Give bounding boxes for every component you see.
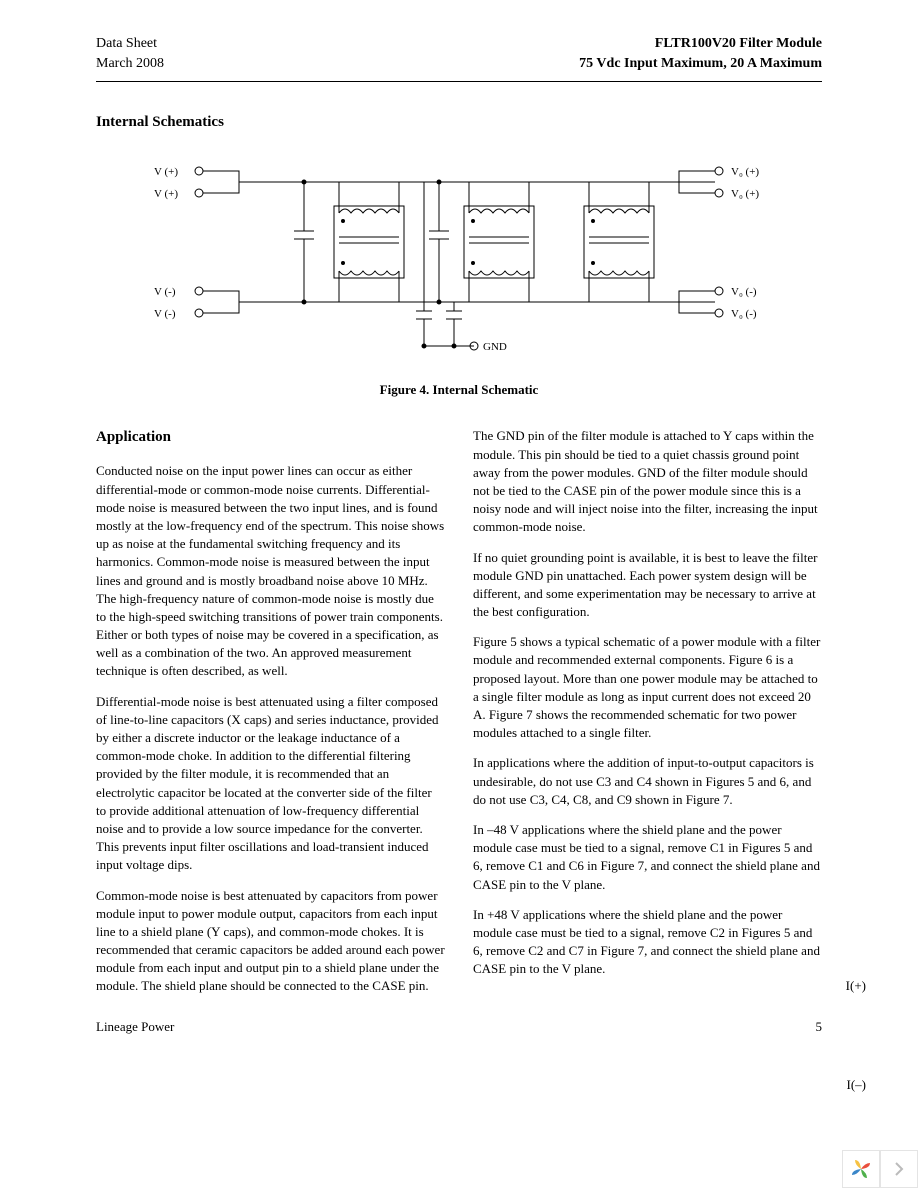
svg-text:GND: GND [483, 341, 507, 353]
svg-text:V (+): V (+) [154, 188, 178, 200]
svg-text:V (-): V (-) [154, 308, 176, 320]
header-rule [96, 81, 822, 82]
application-heading: Application [96, 427, 445, 448]
svg-text:V₀ (+): V₀ (+) [731, 166, 759, 178]
header-doc-type: Data Sheet [96, 34, 164, 54]
schematic-figure: V (+) V (+) V (-) V (-) V₀ (+) V₀ (+) V₀… [96, 151, 822, 371]
right-para-2: If no quiet grounding point is available… [473, 549, 822, 622]
svg-text:V (-): V (-) [154, 286, 176, 298]
page-header: Data Sheet March 2008 FLTR100V20 Filter … [96, 34, 822, 79]
header-spec: 75 Vdc Input Maximum, 20 A Maximum [579, 54, 822, 74]
figure-caption: Figure 4. Internal Schematic [96, 381, 822, 399]
left-para-2: Differential-mode noise is best attenuat… [96, 693, 445, 875]
margin-note-plus: I(+) [846, 977, 866, 995]
footer-page-number: 5 [816, 1018, 823, 1036]
right-para-5: In –48 V applications where the shield p… [473, 821, 822, 894]
footer-company: Lineage Power [96, 1018, 174, 1036]
widget-logo-icon[interactable] [842, 1150, 880, 1188]
right-column: The GND pin of the filter module is atta… [473, 427, 822, 1007]
two-column-body: Application Conducted noise on the input… [96, 427, 822, 1007]
margin-note-minus: I(–) [847, 1076, 867, 1094]
page-footer: Lineage Power 5 [96, 1018, 822, 1036]
schematics-heading: Internal Schematics [96, 112, 822, 133]
right-para-6: In +48 V applications where the shield p… [473, 906, 822, 979]
header-right: FLTR100V20 Filter Module 75 Vdc Input Ma… [579, 34, 822, 73]
right-para-3: Figure 5 shows a typical schematic of a … [473, 633, 822, 742]
header-left: Data Sheet March 2008 [96, 34, 164, 73]
viewer-widget [842, 1150, 918, 1188]
widget-next-arrow-icon[interactable] [880, 1150, 918, 1188]
right-para-4: In applications where the addition of in… [473, 754, 822, 809]
right-para-1: The GND pin of the filter module is atta… [473, 427, 822, 536]
schematic-svg: V (+) V (+) V (-) V (-) V₀ (+) V₀ (+) V₀… [139, 151, 779, 371]
svg-text:V₀ (-): V₀ (-) [731, 286, 757, 298]
svg-text:V₀ (-): V₀ (-) [731, 308, 757, 320]
page-root: Data Sheet March 2008 FLTR100V20 Filter … [0, 0, 918, 1066]
header-product: FLTR100V20 Filter Module [579, 34, 822, 54]
left-para-1: Conducted noise on the input power lines… [96, 462, 445, 680]
left-para-3: Common-mode noise is best attenuated by … [96, 887, 445, 996]
header-date: March 2008 [96, 54, 164, 74]
left-column: Application Conducted noise on the input… [96, 427, 445, 1007]
svg-text:V₀ (+): V₀ (+) [731, 188, 759, 200]
svg-text:V (+): V (+) [154, 166, 178, 178]
